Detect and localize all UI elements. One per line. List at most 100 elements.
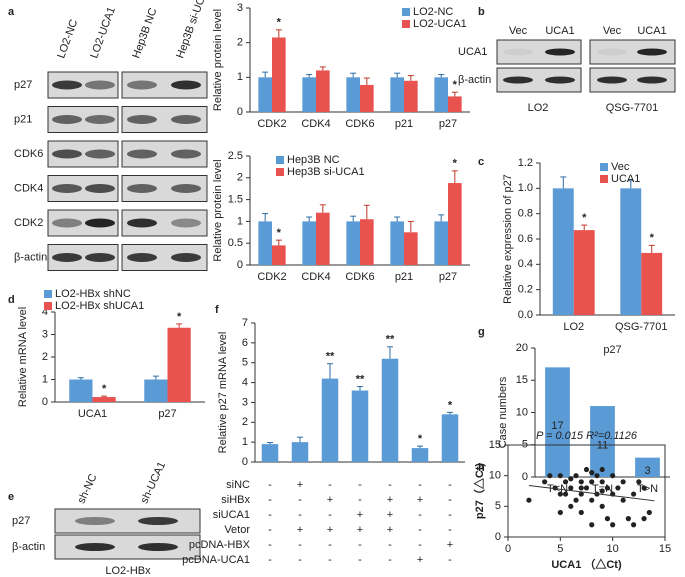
y-tick-label: 2.5 [228, 150, 243, 162]
bar [404, 232, 418, 265]
blot-band [138, 517, 178, 525]
panel-label: d [8, 294, 15, 306]
treatment-mark: + [297, 479, 303, 491]
legend-swatch [44, 290, 52, 298]
y-axis-label: Relative mRNA level [17, 307, 29, 407]
y-tick-label: 1 [242, 436, 248, 448]
y-tick-label: 1 [237, 215, 243, 227]
blot-band [85, 149, 115, 159]
y-tick-label: 5 [495, 500, 501, 512]
y-tick-label: 1.2 [518, 157, 533, 169]
y-tick-label: 7 [242, 317, 248, 329]
point [568, 485, 574, 491]
point [557, 509, 563, 516]
y-tick-label: 5 [242, 357, 248, 369]
point [594, 473, 600, 479]
row-label: pcDNA-UCA1 [182, 554, 250, 566]
bar [390, 77, 404, 112]
legend-swatch [44, 302, 52, 310]
significance: ** [326, 351, 335, 363]
x-tick-label: 5 [557, 543, 563, 555]
treatment-mark: + [327, 494, 333, 506]
blot-band [85, 80, 115, 90]
significance: * [102, 383, 107, 395]
treatment-mark: - [448, 554, 452, 566]
chart-title: p27 [603, 344, 621, 356]
point [615, 485, 621, 491]
blot-band [127, 149, 157, 159]
row-label: siHBx [221, 494, 250, 506]
trend-line [528, 484, 655, 502]
point [641, 516, 647, 522]
bar [144, 379, 168, 402]
point [599, 466, 605, 473]
blot-band [171, 253, 201, 262]
treatment-mark: - [358, 539, 362, 551]
significance: ** [386, 334, 395, 346]
bar [641, 252, 663, 315]
row-label: β-actin [12, 541, 45, 553]
treatment-mark: + [447, 539, 453, 551]
lane-label: sh-NC [75, 472, 99, 505]
bar [411, 448, 429, 462]
panel-label: b [478, 6, 485, 18]
bar [360, 84, 374, 112]
blot-band [52, 184, 82, 193]
legend-label: Vec [611, 161, 630, 173]
blot-band [127, 115, 157, 124]
point [562, 479, 569, 485]
y-tick-label: 0.2 [518, 284, 533, 296]
value-label: 3 [644, 465, 650, 477]
legend-label: LO2-HBx shUCA1 [55, 300, 144, 312]
blot-band [127, 218, 157, 228]
treatment-mark: + [357, 509, 363, 521]
blot-band [52, 80, 82, 90]
bar [302, 221, 316, 265]
y-tick-label: 2 [237, 37, 243, 49]
significance: * [418, 433, 423, 445]
treatment-mark: + [417, 494, 423, 506]
panel-label: a [8, 6, 15, 18]
treatment-mark: - [418, 524, 422, 536]
y-tick-label: 0 [522, 471, 528, 483]
point [641, 485, 647, 491]
y-axis-label: p27（△Ct) [472, 463, 486, 520]
treatment-mark: - [358, 554, 362, 566]
blot-band [503, 48, 533, 56]
blot-band [597, 48, 627, 56]
x-tick-label: 10 [607, 543, 619, 555]
blot-band [75, 517, 115, 525]
point [604, 485, 611, 491]
lane-label: UCA1 [545, 25, 574, 37]
treatment-mark: + [387, 524, 393, 536]
y-tick-label: 2 [237, 172, 243, 184]
treatment-mark: - [448, 509, 452, 521]
row-label: p21 [14, 113, 32, 125]
point [646, 509, 652, 516]
bar [545, 367, 570, 477]
x-tick-label: CDK4 [301, 118, 330, 130]
lane-label: UCA1 [637, 25, 666, 37]
row-label: β-actin [458, 74, 491, 86]
point [625, 516, 631, 522]
significance: * [582, 212, 587, 224]
legend-label: LO2-NC [413, 6, 453, 18]
bar [346, 221, 360, 265]
point [578, 509, 584, 516]
x-tick-label: 0 [505, 543, 511, 555]
bar [390, 221, 404, 265]
point [542, 479, 548, 485]
significance: * [277, 17, 282, 29]
bar [321, 378, 339, 462]
bar [302, 77, 316, 112]
y-tick-label: 1 [237, 71, 243, 83]
blot-band [545, 76, 575, 84]
significance: * [277, 227, 282, 239]
blot-band [52, 218, 82, 228]
bar [272, 245, 286, 265]
point [599, 503, 605, 509]
y-tick-label: 2 [42, 351, 48, 363]
y-tick-label: 0.6 [518, 233, 533, 245]
blot-band [85, 218, 115, 228]
lane-label: Hep3B NC [130, 6, 159, 60]
